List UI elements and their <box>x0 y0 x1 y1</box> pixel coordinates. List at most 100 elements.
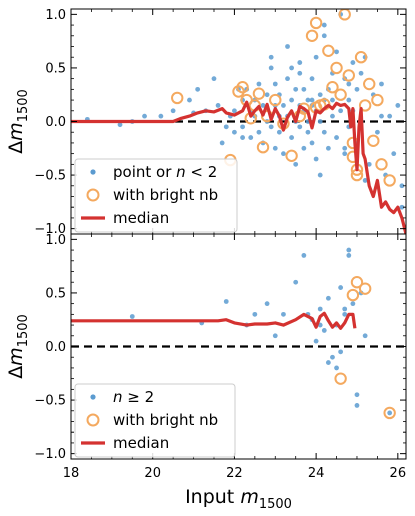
data-point <box>325 360 331 365</box>
data-point <box>272 333 278 339</box>
bright-neighbor-ring <box>383 174 396 187</box>
legend-dot-marker <box>90 394 96 400</box>
data-point <box>223 124 229 130</box>
data-point <box>256 81 262 87</box>
data-point <box>321 129 327 135</box>
legend-label: with bright nb <box>113 186 218 204</box>
data-point <box>256 129 262 135</box>
data-point <box>293 161 299 167</box>
x-axis-label: Input m1500 <box>185 486 292 512</box>
median-line <box>71 100 406 234</box>
data-point <box>187 97 192 103</box>
data-point <box>350 301 356 307</box>
legend-label: median <box>113 209 169 227</box>
ticks: −1.0 −0.5 0.0 0.5 1.0 <box>34 8 406 237</box>
data-point <box>338 108 344 114</box>
data-point <box>317 172 323 178</box>
data-point <box>338 285 344 290</box>
bright-neighbor-ring <box>285 149 298 162</box>
data-point <box>309 97 315 103</box>
data-point <box>293 86 299 92</box>
data-point <box>346 81 352 87</box>
data-point <box>232 108 237 114</box>
bottom-panel: 18 20 22 24 26 −1.0 −0.5 0.0 0.5 1.0 Δm1500 Input m… <box>5 233 407 512</box>
data-point <box>170 108 176 114</box>
data-point <box>338 349 344 355</box>
median-line <box>71 311 357 330</box>
data-point <box>317 119 323 124</box>
data-point <box>252 311 258 317</box>
y-axis-label: Δm1500 <box>5 314 31 379</box>
x-tick-label: 18 <box>63 466 80 481</box>
bright-neighbor-ring <box>236 81 249 94</box>
top-panel: −1.0 −0.5 0.0 0.5 1.0 Δm1500 point or n < 2 wit… <box>5 8 407 237</box>
y-tick-label: −0.5 <box>34 394 66 409</box>
data-point <box>211 76 217 82</box>
data-point <box>330 354 335 360</box>
bright-neighbor-ring <box>326 81 339 94</box>
data-point <box>334 49 339 55</box>
data-point <box>362 333 368 339</box>
data-point <box>342 151 348 157</box>
bright-neighbor-ring <box>371 93 384 107</box>
data-point <box>313 338 319 344</box>
data-point <box>281 103 286 108</box>
data-point <box>354 86 360 92</box>
data-point <box>219 140 225 146</box>
bright-neighbor-ring <box>309 16 323 30</box>
plot-area <box>71 247 406 420</box>
data-point <box>264 301 270 307</box>
plot-area <box>71 9 406 234</box>
x-tick-label: 22 <box>226 466 243 481</box>
bright-neighbor-ring <box>305 29 319 42</box>
data-point <box>301 86 307 92</box>
bright-neighbor-ring <box>322 44 335 57</box>
data-point <box>313 156 319 162</box>
bright-neighbor-ring <box>346 288 360 302</box>
x-tick-label: 20 <box>144 466 161 481</box>
data-point <box>346 247 352 253</box>
y-tick-label: 0.0 <box>45 340 66 355</box>
y-tick-label: 0.0 <box>45 115 66 130</box>
data-point <box>375 129 380 135</box>
data-point <box>346 97 352 103</box>
data-point <box>268 65 274 71</box>
data-point <box>309 76 315 82</box>
y-axis-label: Δm1500 <box>5 89 31 154</box>
data-point <box>293 279 299 285</box>
data-point <box>358 70 364 76</box>
data-point <box>387 410 393 416</box>
data-point <box>297 124 303 130</box>
bright-neighbor-ring <box>342 69 356 82</box>
y-tick-label: 1.0 <box>45 8 66 23</box>
data-point <box>321 22 327 28</box>
data-point <box>334 135 339 140</box>
legend-label: median <box>113 434 169 452</box>
bright-neighbor-ring <box>334 88 347 101</box>
data-point <box>325 295 331 301</box>
data-point <box>142 113 147 119</box>
data-point <box>330 97 335 103</box>
data-point <box>281 151 286 157</box>
data-point <box>297 60 303 65</box>
data-point <box>195 86 201 92</box>
data-point <box>260 103 266 108</box>
data-point <box>325 145 331 151</box>
data-point <box>354 392 360 398</box>
bright-neighbor-ring <box>269 93 282 107</box>
y-tick-label: 0.5 <box>45 286 66 301</box>
data-point <box>366 161 372 167</box>
bright-neighbor-ring <box>383 406 396 420</box>
data-point <box>330 113 335 119</box>
data-point <box>289 97 295 103</box>
legend-label: with bright nb <box>113 411 218 429</box>
data-point <box>276 129 282 135</box>
data-point <box>321 33 327 39</box>
data-point <box>264 92 270 98</box>
bright-neighbor-ring <box>363 77 376 91</box>
bright-neighbor-ring <box>358 99 372 112</box>
data-point <box>289 65 295 71</box>
data-point <box>342 145 348 151</box>
x-tick-label: 26 <box>390 466 407 481</box>
legend-ring-marker <box>86 188 100 202</box>
